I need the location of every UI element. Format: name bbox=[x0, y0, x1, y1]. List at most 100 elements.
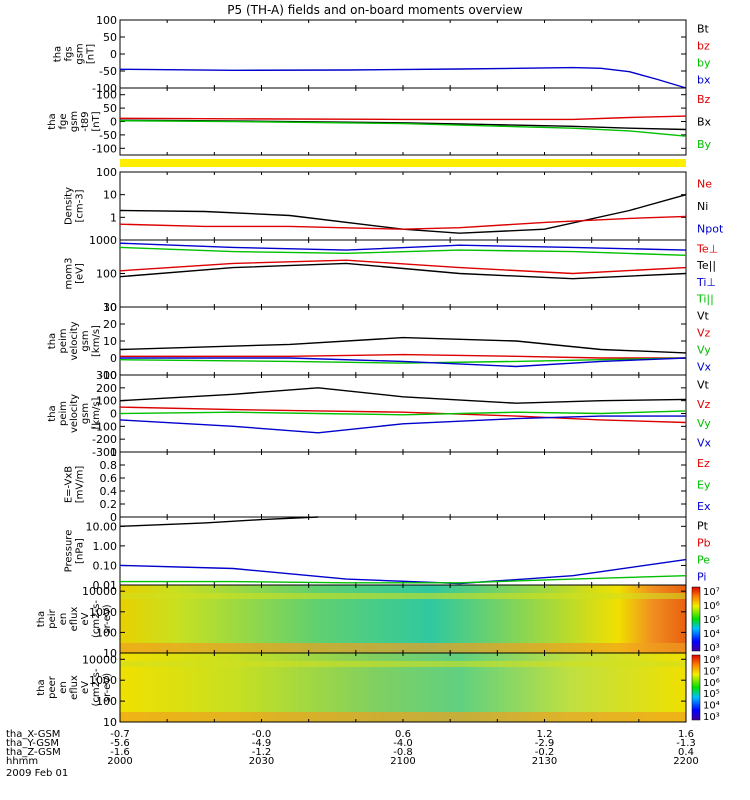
legend-1: Pb bbox=[697, 537, 711, 550]
y-tick-label: 200 bbox=[96, 382, 117, 395]
series-By bbox=[119, 120, 687, 137]
legend-2: Ti⊥ bbox=[696, 276, 716, 289]
y-tick-label: 100 bbox=[96, 695, 117, 708]
series-Vt bbox=[119, 387, 687, 404]
spectrogram-high-band bbox=[120, 661, 686, 667]
y-axis-label: eflux bbox=[69, 607, 80, 632]
series-Vx bbox=[119, 415, 686, 434]
colorbar-label: 10⁴ bbox=[703, 701, 720, 712]
y-tick-label: 10 bbox=[103, 647, 117, 660]
y-tick-label: 1.00 bbox=[93, 540, 118, 553]
colorbar-label: 10⁴ bbox=[703, 629, 720, 640]
y-axis-label: eflux bbox=[69, 675, 80, 700]
y-axis-label: gsm bbox=[80, 403, 91, 424]
y-axis-label: [mV/m] bbox=[75, 466, 86, 504]
separator-band bbox=[120, 159, 686, 167]
series-Te|| bbox=[119, 262, 687, 280]
y-axis-label: tha bbox=[36, 611, 47, 627]
legend-0: Te⊥ bbox=[696, 242, 718, 255]
legend-2: Vy bbox=[697, 417, 711, 430]
legend-1: Vz bbox=[697, 327, 711, 340]
legend-2: by bbox=[697, 57, 711, 70]
y-axis-label: gsm bbox=[69, 111, 80, 132]
series-Te⊥ bbox=[119, 259, 687, 275]
y-tick-label: 0.01 bbox=[93, 579, 118, 592]
y-tick-label: 10000 bbox=[82, 585, 117, 598]
x-row-label: tha_Y-GSM bbox=[6, 738, 59, 749]
y-tick-label: 300 bbox=[96, 369, 117, 382]
legend-0: Vt bbox=[697, 379, 710, 392]
legend-1: Vz bbox=[697, 398, 711, 411]
x-tick-value: -4.0 bbox=[393, 738, 413, 749]
y-axis-label: (cm2-s- bbox=[91, 668, 102, 706]
series-Bz bbox=[119, 115, 687, 121]
y-tick-label: 30 bbox=[103, 301, 117, 314]
legend-1: Bx bbox=[697, 116, 712, 129]
panel-frame bbox=[119, 516, 687, 586]
y-tick-label: 0.2 bbox=[100, 498, 118, 511]
y-axis-label: [km/s] bbox=[91, 325, 102, 357]
y-axis-label: tha bbox=[47, 333, 58, 349]
y-tick-label: 20 bbox=[103, 318, 117, 331]
panel-8: 0.01 0.10 1.00 10.00 Pressure [nPa] Pt Pb Pe Pi bbox=[64, 516, 711, 592]
x-tick-value: -1.6 bbox=[110, 747, 130, 758]
y-axis-label: [km/s] bbox=[91, 397, 102, 429]
y-tick-label: 100 bbox=[96, 395, 117, 408]
y-tick-label: 0 bbox=[110, 352, 117, 365]
y-tick-label: 10000 bbox=[82, 653, 117, 666]
colorbar bbox=[691, 654, 701, 721]
y-tick-label: 0.10 bbox=[93, 559, 118, 572]
y-axis-label: [eV] bbox=[75, 263, 86, 284]
y-axis-label: en bbox=[58, 613, 69, 626]
legend-2: Vy bbox=[697, 344, 711, 357]
y-tick-label: 0 bbox=[110, 511, 117, 524]
legend-1: Ey bbox=[697, 479, 711, 492]
y-tick-label: 0.6 bbox=[100, 472, 118, 485]
series-Vy bbox=[119, 410, 687, 416]
y-axis-label: sr-eV) bbox=[102, 604, 113, 633]
y-tick-label: 50 bbox=[103, 31, 117, 44]
y-axis-label: -t89 bbox=[80, 111, 91, 131]
y-tick-label: 1000 bbox=[89, 674, 117, 687]
y-axis-label: eV bbox=[80, 612, 91, 625]
series-Pe bbox=[120, 575, 687, 584]
series-Ne bbox=[119, 215, 687, 230]
x-tick-value: 2200 bbox=[673, 756, 698, 767]
y-axis-label: [nT] bbox=[91, 111, 102, 131]
panel-5: -10 0 10 20 30 tha peim velocity gsm [km/s] Vt Vz Vy… bbox=[47, 301, 712, 382]
x-tick-value: 2100 bbox=[390, 756, 415, 767]
y-axis-label: gsm bbox=[75, 43, 86, 64]
x-tick-value: -1.2 bbox=[252, 747, 272, 758]
x-tick-value: -0.8 bbox=[393, 747, 413, 758]
y-axis-label: en bbox=[58, 681, 69, 694]
y-axis-label: Pressure bbox=[64, 530, 75, 573]
legend-3: Ti|| bbox=[696, 293, 714, 306]
x-tick-value: -0.7 bbox=[110, 729, 130, 740]
y-axis-label: (cm2-s- bbox=[91, 600, 102, 638]
y-axis-label: peim bbox=[58, 401, 69, 426]
x-tick-value: -0.0 bbox=[252, 729, 272, 740]
y-tick-label: 10.00 bbox=[86, 520, 118, 533]
x-tick-value: 1.2 bbox=[537, 729, 553, 740]
legend-2: Npot bbox=[697, 223, 724, 236]
panel-9: 10³ 10⁴ 10⁵ 10⁶ 10⁷ 10 100 1000 10000 tha peir en ef… bbox=[36, 584, 720, 660]
y-axis-label: mom3 bbox=[64, 258, 75, 290]
y-tick-label: -100 bbox=[92, 420, 117, 433]
colorbar-label: 10³ bbox=[703, 643, 720, 654]
y-tick-label: -200 bbox=[92, 433, 117, 446]
colorbar-label: 10⁷ bbox=[703, 666, 720, 677]
y-tick-label: 0 bbox=[110, 408, 117, 421]
y-axis-label: sr-eV) bbox=[102, 673, 113, 702]
y-axis-label: tha bbox=[53, 46, 64, 62]
y-tick-label: 100 bbox=[96, 268, 117, 281]
x-row-label: tha_Z-GSM bbox=[6, 747, 61, 758]
spectrogram-high-band bbox=[120, 593, 686, 599]
y-tick-label: -10 bbox=[99, 369, 117, 382]
legend-2: Pe bbox=[697, 554, 710, 567]
legend-1: bz bbox=[697, 40, 710, 53]
x-tick-value: 2030 bbox=[249, 756, 274, 767]
plot-title: P5 (TH-A) fields and on-board moments ov… bbox=[227, 3, 523, 17]
series-Ti⊥ bbox=[119, 242, 687, 251]
